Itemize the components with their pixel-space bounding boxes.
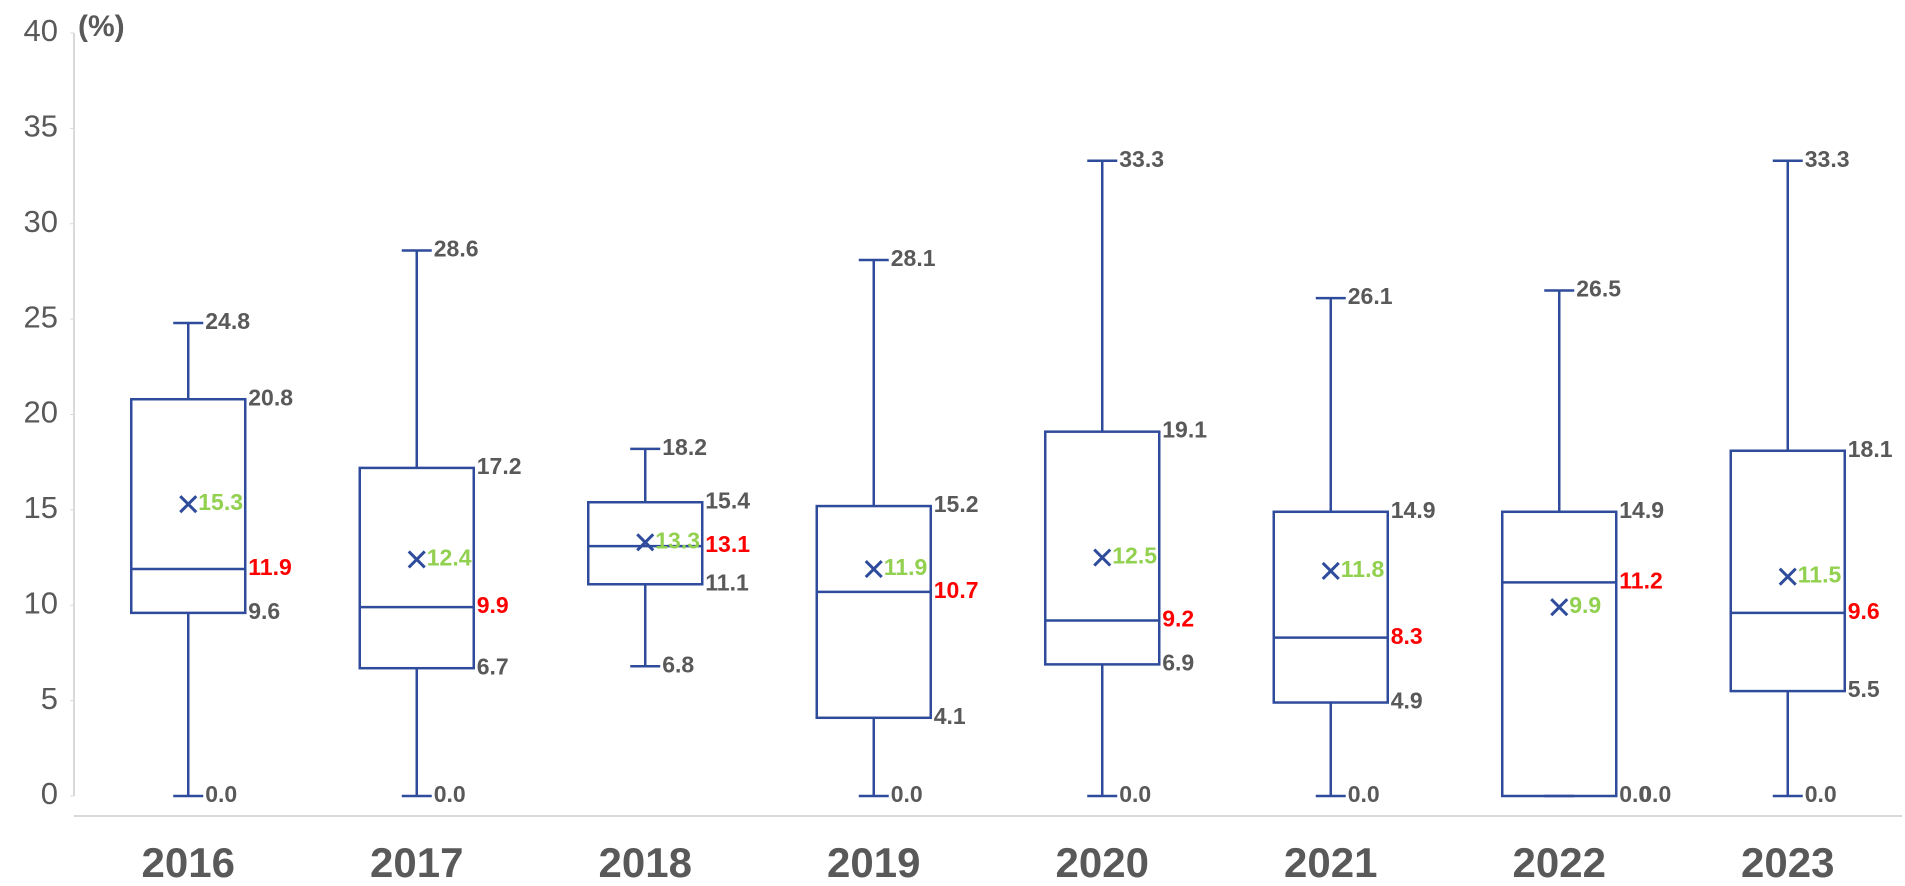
mean-label: 13.3 [655,527,700,553]
max-label: 33.3 [1805,146,1850,172]
median-label: 9.2 [1162,606,1194,632]
min-label: 0.0 [891,781,923,807]
median-label: 11.9 [248,554,292,580]
mean-label: 11.8 [1341,556,1385,582]
mean-marker [1550,598,1569,617]
mean-marker [636,533,655,552]
q3-label: 15.2 [934,491,979,517]
y-tick-label: 15 [24,490,58,525]
max-label: 24.8 [205,308,250,334]
x-tick-label: 2018 [599,839,692,886]
q1-label: 6.9 [1162,649,1194,675]
y-tick-label: 25 [24,299,58,334]
x-tick-label: 2021 [1284,839,1377,886]
mean-label: 11.5 [1798,562,1842,588]
min-label: 0.0 [434,781,466,807]
y-axis-label: (%) [78,10,125,43]
q1-label: 5.5 [1848,676,1880,702]
min-label: 0.0 [1805,781,1837,807]
mean-label: 12.5 [1112,543,1157,569]
x-tick-label: 2023 [1741,839,1834,886]
box [1501,510,1618,798]
q3-label: 17.2 [477,453,522,479]
min-label: 0.0 [205,781,237,807]
mean-label: 11.9 [884,554,928,580]
y-tick-label: 35 [24,109,58,144]
mean-label: 12.4 [427,545,472,571]
max-label: 33.3 [1119,146,1164,172]
q1-label: 4.9 [1391,688,1423,714]
max-label: 28.1 [891,245,936,271]
box [358,466,475,670]
q1-label: 4.1 [934,703,966,729]
mean-marker [1321,561,1340,580]
mean-marker [407,550,426,569]
min-label: 0.0 [1348,781,1380,807]
min-label: 0.0 [1619,781,1651,807]
median-label: 10.7 [934,577,979,603]
median-label: 8.3 [1391,623,1423,649]
box [1272,510,1389,704]
mean-marker [1093,548,1112,567]
x-tick-label: 2020 [1056,839,1149,886]
mean-label: 15.3 [198,489,243,515]
x-tick-label: 2016 [142,839,235,886]
box [130,397,247,615]
y-tick-label: 5 [41,681,58,716]
y-tick-label: 40 [24,13,58,48]
y-tick-label: 0 [41,776,58,811]
q3-label: 14.9 [1619,497,1664,523]
y-tick-label: 20 [24,395,58,430]
box [815,504,932,720]
box [1729,449,1846,693]
y-tick-label: 30 [24,204,58,239]
q1-label: 0.0 [1639,781,1671,807]
y-tick-label: 10 [24,585,58,620]
x-tick-label: 2017 [370,839,463,886]
q1-label: 11.1 [705,569,749,595]
q3-label: 19.1 [1162,417,1207,443]
mean-marker [864,559,883,579]
median-label: 11.2 [1619,567,1663,593]
x-tick-label: 2022 [1513,839,1606,886]
x-tick-label: 2019 [827,839,920,886]
min-label: 0.0 [1119,781,1151,807]
q1-label: 9.6 [248,598,280,624]
max-label: 26.5 [1576,276,1621,302]
q3-label: 18.1 [1848,436,1893,462]
min-label: 6.8 [662,651,694,677]
mean-label: 9.9 [1569,592,1601,618]
median-label: 9.6 [1848,598,1880,624]
q3-label: 20.8 [248,384,293,410]
box [587,500,704,586]
median-label: 13.1 [705,531,750,557]
q3-label: 14.9 [1391,497,1436,523]
max-label: 28.6 [434,236,479,262]
max-label: 18.2 [662,434,707,460]
mean-marker [1778,567,1797,586]
q1-label: 6.7 [477,653,509,679]
median-label: 9.9 [477,592,509,618]
box [1044,430,1161,666]
max-label: 26.1 [1348,283,1393,309]
q3-label: 15.4 [705,487,750,513]
mean-marker [179,495,198,514]
